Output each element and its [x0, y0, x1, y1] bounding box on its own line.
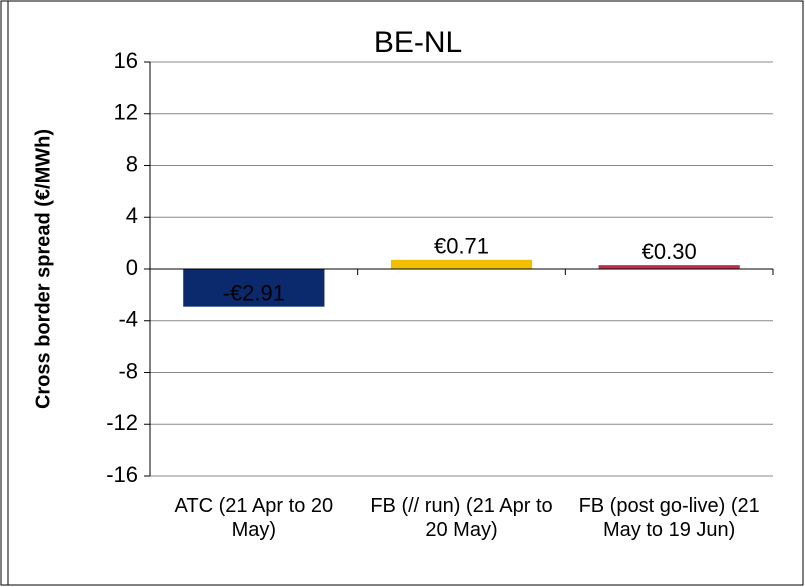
x-tick-label: ATC (21 Apr to 20 May): [174, 495, 334, 541]
y-tick-label: 8: [126, 151, 138, 176]
y-tick-label: 12: [114, 100, 138, 125]
data-label: -€2.91: [223, 280, 285, 305]
bar: [183, 269, 325, 307]
y-tick-label: -12: [106, 410, 138, 435]
data-label: €0.71: [434, 234, 489, 259]
y-tick-label: 16: [114, 48, 138, 73]
y-tick-label: 0: [126, 255, 138, 280]
data-label: €0.30: [642, 239, 697, 264]
x-tick-label: FB (// run) (21 Apr to 20 May): [370, 495, 553, 541]
x-tick-label: FB (post go-live) (21 May to 19 Jun): [578, 495, 760, 541]
y-tick-label: -4: [118, 307, 138, 332]
bar: [598, 265, 740, 269]
chart-title: BE-NL: [374, 26, 462, 59]
y-axis-title: Cross border spread (€/MWh): [32, 129, 54, 409]
y-tick-label: -8: [118, 358, 138, 383]
y-tick-label: -16: [106, 462, 138, 487]
y-tick-label: 4: [126, 203, 138, 228]
bar: [390, 259, 533, 269]
